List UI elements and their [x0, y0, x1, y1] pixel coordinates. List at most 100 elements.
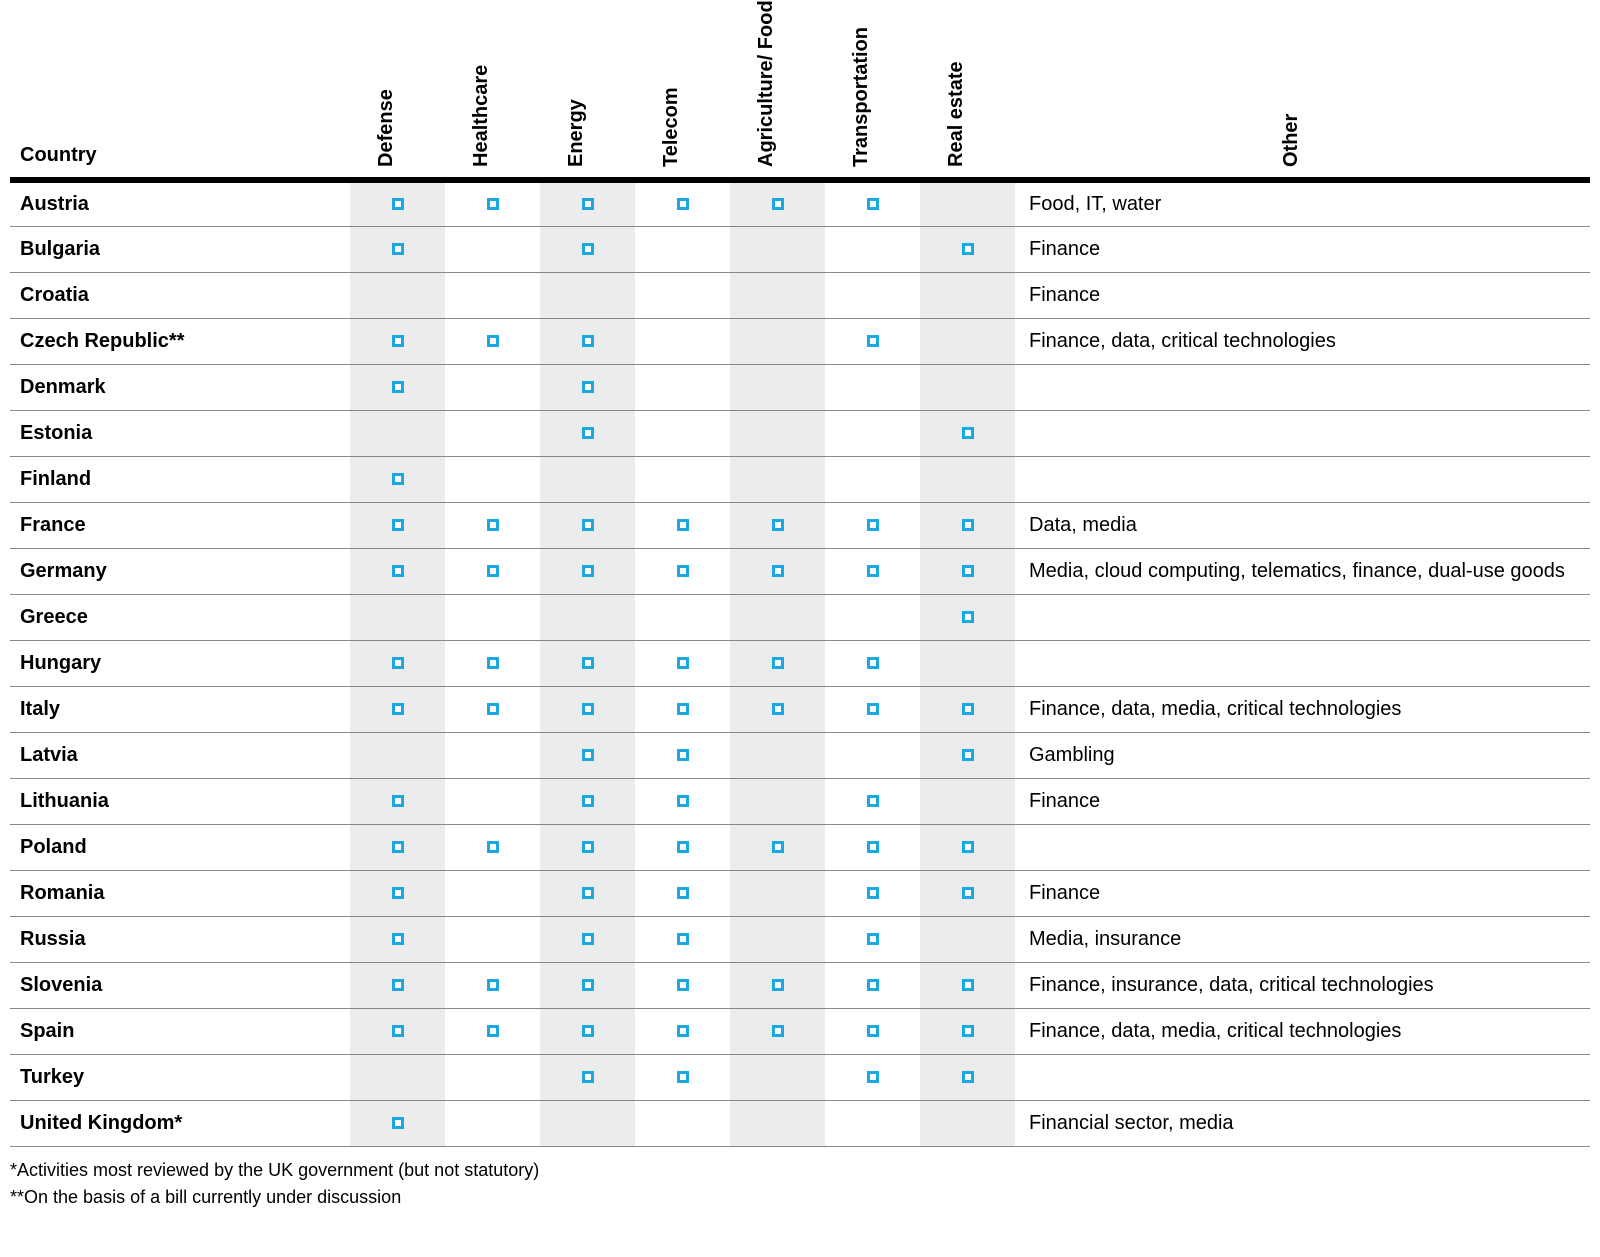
- sector-cell: [540, 870, 635, 916]
- sector-cell: [635, 502, 730, 548]
- marker-icon: [867, 933, 879, 945]
- footnotes: *Activities most reviewed by the UK gove…: [10, 1157, 1590, 1211]
- sector-cell: [350, 502, 445, 548]
- sector-cell: [350, 870, 445, 916]
- table-row: Denmark: [10, 364, 1590, 410]
- marker-icon: [392, 657, 404, 669]
- sector-cell: [825, 502, 920, 548]
- other-cell: Finance: [1015, 272, 1590, 318]
- sector-cell: [635, 732, 730, 778]
- marker-icon: [392, 703, 404, 715]
- sector-cell: [730, 226, 825, 272]
- marker-icon: [962, 427, 974, 439]
- sector-cell: [635, 640, 730, 686]
- sector-cell: [730, 778, 825, 824]
- sector-cell: [920, 824, 1015, 870]
- marker-icon: [867, 979, 879, 991]
- sector-cell: [350, 1054, 445, 1100]
- table-row: SloveniaFinance, insurance, data, critic…: [10, 962, 1590, 1008]
- marker-icon: [677, 979, 689, 991]
- sector-cell: [445, 364, 540, 410]
- table-row: GermanyMedia, cloud computing, telematic…: [10, 548, 1590, 594]
- sector-cell: [825, 686, 920, 732]
- country-cell: Lithuania: [10, 778, 350, 824]
- country-cell: Latvia: [10, 732, 350, 778]
- other-cell: Finance, data, media, critical technolog…: [1015, 1008, 1590, 1054]
- marker-icon: [772, 565, 784, 577]
- table-row: Turkey: [10, 1054, 1590, 1100]
- sector-cell: [730, 1008, 825, 1054]
- country-cell: Germany: [10, 548, 350, 594]
- sector-cell: [730, 962, 825, 1008]
- marker-icon: [392, 1025, 404, 1037]
- marker-icon: [392, 1117, 404, 1129]
- sector-cell: [540, 778, 635, 824]
- sector-cell: [730, 456, 825, 502]
- sector-cell: [730, 272, 825, 318]
- country-cell: Czech Republic**: [10, 318, 350, 364]
- marker-icon: [392, 381, 404, 393]
- country-cell: Slovenia: [10, 962, 350, 1008]
- sector-cell: [730, 594, 825, 640]
- marker-icon: [582, 565, 594, 577]
- sector-cell: [350, 180, 445, 226]
- marker-icon: [772, 841, 784, 853]
- sector-cell: [730, 732, 825, 778]
- sector-cell: [730, 824, 825, 870]
- sector-cell: [920, 410, 1015, 456]
- country-cell: Hungary: [10, 640, 350, 686]
- table-row: RussiaMedia, insurance: [10, 916, 1590, 962]
- sector-cell: [920, 594, 1015, 640]
- other-cell: [1015, 640, 1590, 686]
- sector-cell: [920, 180, 1015, 226]
- col-header-sector: Real estate: [920, 10, 1015, 180]
- marker-icon: [677, 198, 689, 210]
- table-row: LithuaniaFinance: [10, 778, 1590, 824]
- sector-cell: [445, 1008, 540, 1054]
- sector-cell: [445, 548, 540, 594]
- sector-cell: [635, 318, 730, 364]
- marker-icon: [392, 198, 404, 210]
- marker-icon: [867, 887, 879, 899]
- sector-cell: [350, 1100, 445, 1146]
- marker-icon: [772, 657, 784, 669]
- marker-icon: [772, 703, 784, 715]
- marker-icon: [392, 841, 404, 853]
- sector-cell: [635, 824, 730, 870]
- sector-cell: [920, 226, 1015, 272]
- sector-cell: [540, 1100, 635, 1146]
- other-cell: Gambling: [1015, 732, 1590, 778]
- sector-cell: [540, 686, 635, 732]
- marker-icon: [582, 841, 594, 853]
- table-row: Hungary: [10, 640, 1590, 686]
- table-head: Country Defense Healthcare Energy Teleco…: [10, 10, 1590, 180]
- marker-icon: [677, 1025, 689, 1037]
- sector-cell: [540, 180, 635, 226]
- country-cell: Denmark: [10, 364, 350, 410]
- sector-cell: [635, 226, 730, 272]
- sector-cell: [540, 732, 635, 778]
- table-row: Czech Republic**Finance, data, critical …: [10, 318, 1590, 364]
- sector-cell: [920, 548, 1015, 594]
- sector-cell: [540, 456, 635, 502]
- sector-cell: [920, 870, 1015, 916]
- sector-cell: [445, 640, 540, 686]
- marker-icon: [392, 795, 404, 807]
- marker-icon: [867, 519, 879, 531]
- sector-cell: [825, 1054, 920, 1100]
- sector-cell: [445, 410, 540, 456]
- sector-cell: [635, 870, 730, 916]
- sector-cell: [730, 502, 825, 548]
- sector-cell: [445, 870, 540, 916]
- sector-cell: [825, 272, 920, 318]
- sector-cell: [445, 180, 540, 226]
- sector-cell: [540, 824, 635, 870]
- sector-cell: [825, 594, 920, 640]
- marker-icon: [487, 335, 499, 347]
- col-header-sector: Agriculture/ Food production: [730, 10, 825, 180]
- sector-cell: [635, 916, 730, 962]
- col-header-country: Country: [10, 10, 350, 180]
- sector-cell: [635, 1100, 730, 1146]
- sector-cell: [350, 456, 445, 502]
- marker-icon: [677, 657, 689, 669]
